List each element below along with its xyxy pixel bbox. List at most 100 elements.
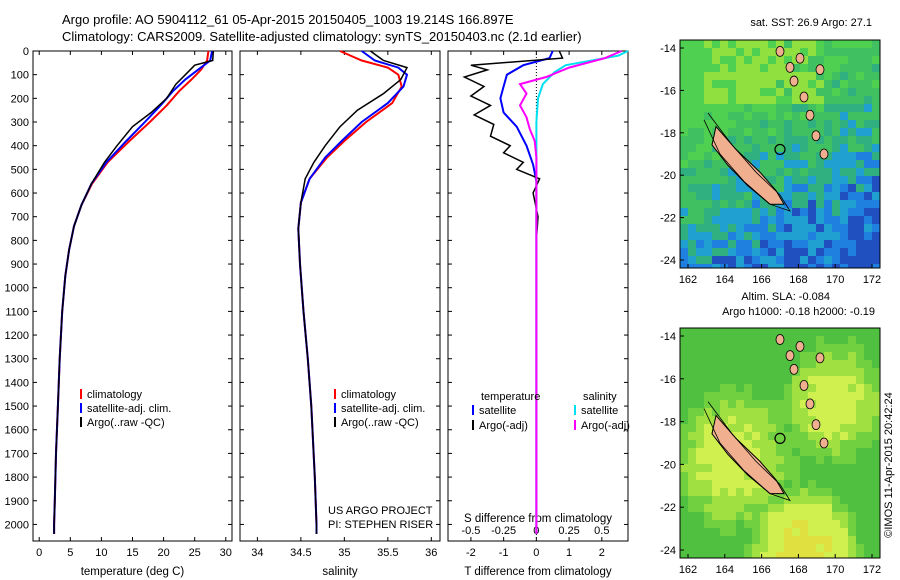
- map-cell: [784, 224, 792, 232]
- map-cell: [728, 360, 736, 368]
- map-cell: [792, 336, 800, 344]
- island-vanuatu: [789, 75, 799, 87]
- map-cell: [832, 368, 840, 376]
- map-cell: [744, 336, 752, 344]
- map-cell: [816, 536, 824, 544]
- map-cell: [704, 56, 712, 64]
- map-cell: [840, 488, 848, 496]
- map-cell: [696, 152, 704, 160]
- map-cell: [720, 392, 728, 400]
- map-cell: [768, 392, 776, 400]
- map-subtitle: Argo h1000: -0.18 h2000: -0.19: [722, 306, 875, 318]
- map-cell: [848, 128, 856, 136]
- map-cell: [856, 80, 864, 88]
- legend-label: climatology: [341, 389, 397, 401]
- map-cell: [856, 400, 864, 408]
- map-cell: [864, 352, 872, 360]
- map-cell: [856, 120, 864, 128]
- map-cell: [856, 168, 864, 176]
- map-cell: [840, 232, 848, 240]
- map-cell: [736, 208, 744, 216]
- map-cell: [832, 88, 840, 96]
- map-cell: [760, 40, 768, 48]
- map-cell: [728, 496, 736, 504]
- map-cell: [720, 496, 728, 504]
- x-tick-label: 172: [863, 274, 881, 286]
- map-cell: [760, 112, 768, 120]
- map-cell: [744, 128, 752, 136]
- map-cell: [760, 240, 768, 248]
- map-cell: [784, 384, 792, 392]
- map-cell: [736, 256, 744, 264]
- map-cell: [768, 88, 776, 96]
- map-cell: [856, 520, 864, 528]
- map-cell: [712, 208, 720, 216]
- map-cell: [872, 160, 880, 168]
- y-tick-label: 300: [11, 117, 29, 129]
- y-tick-label: 1500: [5, 401, 29, 413]
- map-cell: [848, 536, 856, 544]
- map-cell: [872, 408, 880, 416]
- map-cell: [864, 344, 872, 352]
- map-cell: [680, 144, 688, 152]
- map-cell: [688, 488, 696, 496]
- map-cell: [768, 152, 776, 160]
- map-cell: [784, 136, 792, 144]
- map-cell: [768, 168, 776, 176]
- map-cell: [760, 512, 768, 520]
- map-cell: [752, 328, 760, 336]
- island-vanuatu: [815, 352, 825, 364]
- map-cell: [840, 136, 848, 144]
- y-tick-label: -20: [660, 170, 676, 182]
- map-cell: [776, 256, 784, 264]
- map-cell: [744, 96, 752, 104]
- map-cell: [736, 240, 744, 248]
- map-cell: [760, 456, 768, 464]
- map-cell: [760, 448, 768, 456]
- map-cell: [728, 96, 736, 104]
- map-cell: [720, 72, 728, 80]
- map-cell: [680, 400, 688, 408]
- map-cell: [776, 224, 784, 232]
- map-cell: [816, 80, 824, 88]
- map-cell: [704, 464, 712, 472]
- map-cell: [680, 392, 688, 400]
- map-cell: [768, 176, 776, 184]
- map-cell: [816, 144, 824, 152]
- map-cell: [736, 504, 744, 512]
- map-cell: [800, 496, 808, 504]
- map-cell: [704, 176, 712, 184]
- map-cell: [848, 176, 856, 184]
- map-cell: [848, 136, 856, 144]
- map-cell: [808, 232, 816, 240]
- map-cell: [696, 160, 704, 168]
- map-cell: [824, 120, 832, 128]
- map-cell: [848, 224, 856, 232]
- map-cell: [800, 352, 808, 360]
- map-cell: [872, 136, 880, 144]
- map-cell: [768, 344, 776, 352]
- map-cell: [840, 448, 848, 456]
- map-cell: [856, 184, 864, 192]
- map-cell: [792, 472, 800, 480]
- map-cell: [792, 200, 800, 208]
- map-cell: [808, 136, 816, 144]
- map-cell: [848, 424, 856, 432]
- map-cell: [696, 208, 704, 216]
- map-cell: [856, 392, 864, 400]
- map-cell: [816, 240, 824, 248]
- map-cell: [808, 64, 816, 72]
- map-cell: [712, 112, 720, 120]
- map-cell: [872, 184, 880, 192]
- map-cell: [696, 488, 704, 496]
- map-cell: [832, 184, 840, 192]
- map-cell: [872, 48, 880, 56]
- map-cell: [768, 208, 776, 216]
- map-cell: [744, 112, 752, 120]
- map-cell: [760, 224, 768, 232]
- map-cell: [696, 368, 704, 376]
- map-cell: [856, 464, 864, 472]
- map-cell: [704, 416, 712, 424]
- map-cell: [808, 360, 816, 368]
- map-cell: [800, 112, 808, 120]
